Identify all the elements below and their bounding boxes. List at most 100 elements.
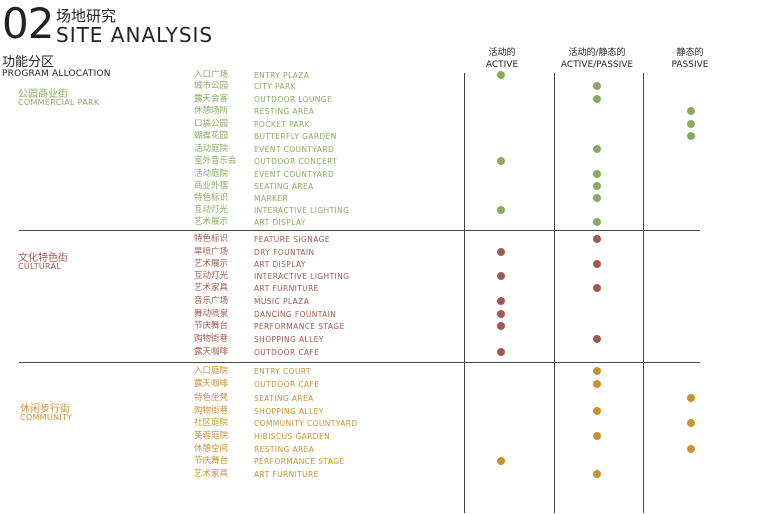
program-item-en: EVENT COUNTYARD	[254, 170, 335, 179]
status-dot-active-passive	[593, 170, 601, 178]
status-dot-active-passive	[593, 82, 601, 90]
status-dot-active	[497, 297, 505, 305]
column-divider	[554, 73, 555, 513]
program-item-cn: 室外音乐会	[194, 156, 237, 166]
program-item-cn: 艺术家具	[194, 469, 229, 479]
program-item-en: HIBISCUS GARDEN	[254, 432, 331, 441]
column-header-passive-en: PASSIVE	[671, 60, 709, 70]
category-name-cn: 文化特色街	[18, 253, 68, 264]
program-item-cn: 特色标识	[194, 234, 229, 244]
status-dot-passive	[687, 120, 695, 128]
program-item-en: ART DISPLAY	[254, 218, 306, 227]
status-dot-active-passive	[593, 432, 601, 440]
program-item-cn: 入口庭院	[194, 366, 229, 376]
column-header-active-passive-en: ACTIVE/PASSIVE	[560, 60, 634, 70]
column-divider	[464, 73, 465, 513]
status-dot-passive	[687, 107, 695, 115]
program-item-cn: 蝴蝶花园	[194, 131, 229, 141]
status-dot-active	[497, 157, 505, 165]
status-dot-active-passive	[593, 218, 601, 226]
column-divider	[643, 73, 644, 513]
program-item-en: CITY PARK	[254, 82, 296, 91]
category-name-en: COMMERCIAL PARK	[18, 98, 100, 107]
program-item-cn: 社区庭院	[194, 418, 229, 428]
column-header-active-passive-cn: 活动的/静态的	[568, 48, 626, 58]
program-item-cn: 旱喷广场	[194, 247, 229, 257]
program-item-en: SHOPPING ALLEY	[254, 407, 324, 416]
program-item-en: BUTTERFLY GARDEN	[254, 132, 337, 141]
status-dot-active-passive	[593, 235, 601, 243]
status-dot-active	[497, 322, 505, 330]
program-item-en: ENTRY PLAZA	[254, 71, 310, 80]
program-item-cn: 休憩空间	[194, 444, 229, 454]
program-item-cn: 特色坐凳	[194, 393, 229, 403]
section-divider	[19, 230, 700, 231]
program-item-cn: 休憩场所	[194, 106, 229, 116]
program-item-en: PERFORMANCE STAGE	[254, 322, 345, 331]
program-item-cn: 互动灯光	[194, 205, 229, 215]
program-item-cn: 音乐广场	[194, 296, 229, 306]
status-dot-active	[497, 71, 505, 79]
category-name-en: COMMUNITY	[20, 413, 73, 422]
status-dot-active-passive	[593, 380, 601, 388]
program-item-cn: 舞动喷泉	[194, 309, 229, 319]
program-item-en: OUTDOOR CAFE	[254, 348, 320, 357]
program-item-en: MARKER	[254, 194, 289, 203]
program-item-cn: 活动庭院	[194, 169, 229, 179]
status-dot-active	[497, 272, 505, 280]
program-item-cn: 特色标识	[194, 193, 229, 203]
status-dot-active-passive	[593, 182, 601, 190]
program-item-cn: 露天咖啡	[194, 347, 229, 357]
program-item-en: ART FURNITURE	[254, 470, 319, 479]
status-dot-active	[497, 310, 505, 318]
program-item-en: DRY FOUNTAIN	[254, 248, 315, 257]
title-english: SITE ANALYSIS	[56, 23, 214, 47]
program-item-cn: 艺术家具	[194, 283, 229, 293]
program-item-cn: 入口广场	[194, 70, 229, 80]
program-item-en: MUSIC PLAZA	[254, 297, 310, 306]
program-item-cn: 露天会客	[194, 94, 229, 104]
status-dot-passive	[687, 445, 695, 453]
program-item-cn: 节庆舞台	[194, 456, 229, 466]
status-dot-active	[497, 457, 505, 465]
program-item-cn: 芙蓉庭院	[194, 431, 229, 441]
program-label-chinese: 功能分区	[2, 55, 55, 70]
status-dot-active	[497, 348, 505, 356]
status-dot-active	[497, 248, 505, 256]
status-dot-active-passive	[593, 194, 601, 202]
status-dot-passive	[687, 419, 695, 427]
status-dot-active	[497, 206, 505, 214]
category-name-cn: 公园商业街	[18, 89, 68, 100]
status-dot-passive	[687, 394, 695, 402]
column-header-active-cn: 活动的	[488, 48, 516, 58]
program-item-en: COMMUNITY COUNTYARD	[254, 419, 358, 428]
program-item-en: SHOPPING ALLEY	[254, 335, 324, 344]
title-chinese: 场地研究	[56, 7, 117, 25]
category-name-cn: 休闲步行街	[20, 404, 70, 415]
program-item-en: OUTDOOR CAFE	[254, 380, 320, 389]
program-item-en: DANCING FOUNTAIN	[254, 310, 337, 319]
program-item-cn: 城市公园	[194, 81, 229, 91]
program-item-cn: 购物街巷	[194, 406, 229, 416]
program-item-en: RESTING AREA	[254, 107, 315, 116]
program-item-cn: 露天咖啡	[194, 379, 229, 389]
program-item-en: SEATING AREA	[254, 182, 314, 191]
program-item-cn: 艺术展示	[194, 259, 229, 269]
program-item-en: ART DISPLAY	[254, 260, 306, 269]
status-dot-active-passive	[593, 335, 601, 343]
column-header-passive-cn: 静态的	[676, 48, 704, 58]
program-item-en: SEATING AREA	[254, 394, 314, 403]
program-item-en: INTERACTIVE LIGHTING	[254, 272, 350, 281]
program-item-cn: 互动灯光	[194, 271, 229, 281]
program-item-cn: 购物街巷	[194, 334, 229, 344]
status-dot-passive	[687, 132, 695, 140]
program-item-en: FEATURE SIGNAGE	[254, 235, 330, 244]
section-number: 02	[2, 0, 54, 48]
status-dot-active-passive	[593, 284, 601, 292]
status-dot-active-passive	[593, 407, 601, 415]
program-item-en: INTERACTIVE LIGHTING	[254, 206, 350, 215]
program-item-cn: 口袋公园	[194, 119, 229, 129]
column-header-active-en: ACTIVE	[485, 60, 519, 70]
program-item-cn: 节庆舞台	[194, 321, 229, 331]
program-item-en: ART FURNITURE	[254, 284, 319, 293]
